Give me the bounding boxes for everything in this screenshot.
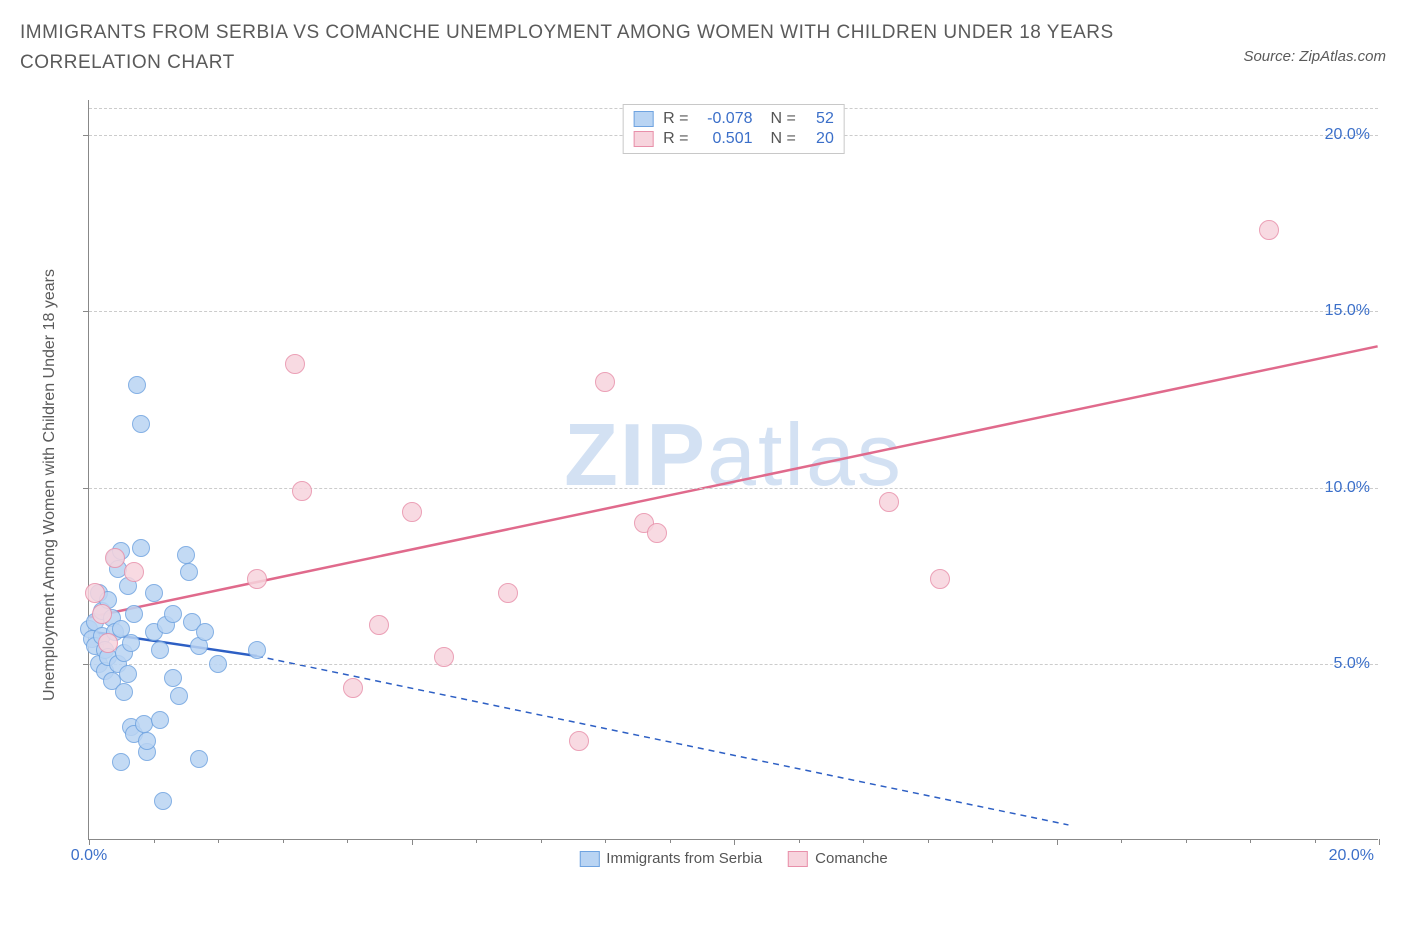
point-serbia bbox=[138, 732, 156, 750]
point-comanche bbox=[434, 647, 454, 667]
y-axis-label: Unemployment Among Women with Children U… bbox=[41, 269, 59, 701]
chart-title: IMMIGRANTS FROM SERBIA VS COMANCHE UNEMP… bbox=[20, 18, 1120, 79]
point-serbia bbox=[196, 623, 214, 641]
point-comanche bbox=[105, 548, 125, 568]
plot-region: ZIPatlas R = -0.078 N = 52 R = 0.501 N =… bbox=[88, 100, 1378, 840]
point-serbia bbox=[125, 605, 143, 623]
point-comanche bbox=[569, 731, 589, 751]
point-comanche bbox=[247, 569, 267, 589]
point-comanche bbox=[1259, 220, 1279, 240]
point-comanche bbox=[879, 492, 899, 512]
y-tick-label: 15.0% bbox=[1325, 302, 1370, 320]
point-comanche bbox=[85, 583, 105, 603]
point-serbia bbox=[112, 753, 130, 771]
point-comanche bbox=[98, 633, 118, 653]
y-tick-label: 5.0% bbox=[1334, 655, 1370, 673]
point-comanche bbox=[930, 569, 950, 589]
legend-row-comanche: R = 0.501 N = 20 bbox=[633, 129, 834, 149]
gridline-h bbox=[89, 488, 1378, 489]
point-serbia bbox=[180, 563, 198, 581]
point-serbia bbox=[190, 750, 208, 768]
point-comanche bbox=[292, 481, 312, 501]
point-serbia bbox=[119, 665, 137, 683]
point-comanche bbox=[402, 502, 422, 522]
point-serbia bbox=[151, 711, 169, 729]
point-serbia bbox=[154, 792, 172, 810]
point-serbia bbox=[177, 546, 195, 564]
point-comanche bbox=[285, 354, 305, 374]
point-serbia bbox=[164, 605, 182, 623]
swatch-comanche-icon bbox=[788, 851, 808, 867]
chart-area: Unemployment Among Women with Children U… bbox=[60, 100, 1380, 870]
swatch-comanche bbox=[633, 131, 653, 147]
point-serbia bbox=[164, 669, 182, 687]
point-comanche bbox=[369, 615, 389, 635]
point-comanche bbox=[498, 583, 518, 603]
x-tick-label: 0.0% bbox=[71, 847, 107, 865]
legend-row-serbia: R = -0.078 N = 52 bbox=[633, 109, 834, 129]
point-serbia bbox=[132, 539, 150, 557]
point-serbia bbox=[132, 415, 150, 433]
point-serbia bbox=[115, 683, 133, 701]
x-tick-label: 20.0% bbox=[1329, 847, 1374, 865]
point-serbia bbox=[170, 687, 188, 705]
point-comanche bbox=[92, 604, 112, 624]
correlation-legend: R = -0.078 N = 52 R = 0.501 N = 20 bbox=[622, 104, 845, 154]
point-serbia bbox=[151, 641, 169, 659]
point-serbia bbox=[209, 655, 227, 673]
point-serbia bbox=[248, 641, 266, 659]
y-tick-label: 20.0% bbox=[1325, 126, 1370, 144]
series-legend: Immigrants from Serbia Comanche bbox=[579, 850, 887, 867]
swatch-serbia-icon bbox=[579, 851, 599, 867]
point-serbia bbox=[128, 376, 146, 394]
y-tick-label: 10.0% bbox=[1325, 479, 1370, 497]
point-comanche bbox=[595, 372, 615, 392]
point-comanche bbox=[124, 562, 144, 582]
gridline-h bbox=[89, 311, 1378, 312]
trend-lines bbox=[89, 100, 1378, 839]
legend-item-comanche: Comanche bbox=[788, 850, 888, 867]
source-credit: Source: ZipAtlas.com bbox=[1243, 18, 1386, 65]
point-serbia bbox=[135, 715, 153, 733]
point-serbia bbox=[122, 634, 140, 652]
point-serbia bbox=[145, 584, 163, 602]
chart-header: IMMIGRANTS FROM SERBIA VS COMANCHE UNEMP… bbox=[0, 0, 1406, 79]
point-comanche bbox=[343, 678, 363, 698]
watermark: ZIPatlas bbox=[564, 404, 903, 506]
swatch-serbia bbox=[633, 111, 653, 127]
point-comanche bbox=[647, 523, 667, 543]
legend-item-serbia: Immigrants from Serbia bbox=[579, 850, 762, 867]
gridline-h bbox=[89, 664, 1378, 665]
